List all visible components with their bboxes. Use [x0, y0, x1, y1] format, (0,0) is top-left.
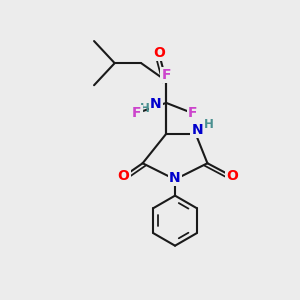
Text: H: H — [140, 102, 150, 115]
Text: N: N — [191, 123, 203, 137]
Text: O: O — [153, 46, 165, 60]
Text: H: H — [204, 118, 214, 131]
Text: F: F — [161, 68, 171, 82]
Text: N: N — [150, 97, 162, 111]
Text: F: F — [188, 106, 197, 120]
Text: O: O — [226, 169, 238, 184]
Text: O: O — [118, 169, 129, 184]
Text: F: F — [132, 106, 142, 120]
Text: N: N — [169, 171, 181, 185]
